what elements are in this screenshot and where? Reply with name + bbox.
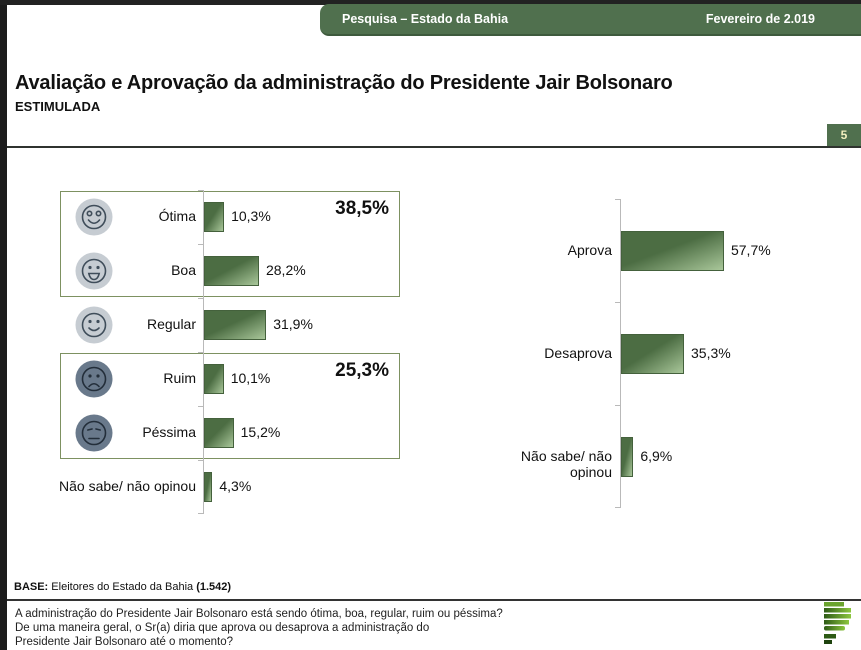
group-box: 25,3%	[60, 353, 400, 459]
axis-tick	[615, 199, 620, 200]
axis-tick	[198, 352, 203, 353]
title-divider	[7, 146, 861, 148]
axis-tick	[615, 302, 620, 303]
face-icon-holder	[75, 198, 113, 236]
happy-face-icon	[75, 252, 113, 290]
approval-bar-chart: Aprova 57,7% Desaprova 35,3% Não sabe/ não o…	[480, 199, 850, 514]
axis-tick	[198, 460, 203, 461]
header-bar: Pesquisa – Estado da Bahia Fevereiro de …	[320, 4, 861, 36]
value-label: 10,1%	[230, 370, 271, 386]
left-border-bar	[0, 0, 7, 650]
value-label: 4,3%	[219, 478, 252, 494]
category-label: Não sabe/ não opinou	[59, 478, 196, 494]
category-label: Aprova	[567, 241, 612, 258]
bar	[621, 333, 684, 374]
category-label: Ruim	[163, 370, 196, 386]
category-axis-line	[620, 199, 621, 508]
category-label: Péssima	[142, 424, 196, 440]
value-label: 31,9%	[273, 316, 313, 332]
base-text: Eleitores do Estado da Bahia	[48, 581, 197, 593]
bar	[204, 418, 234, 448]
footer-divider	[7, 599, 861, 601]
value-label: 35,3%	[691, 344, 731, 361]
evaluation-bar-chart: 38,5% 25,3% Ótima 10,3% Boa 28,2% Regular 31…	[55, 190, 425, 520]
bar	[204, 472, 213, 502]
page-number-badge: 5	[827, 124, 861, 146]
axis-tick	[198, 298, 203, 299]
face-icon-holder	[75, 414, 113, 452]
value-label: 15,2%	[240, 424, 281, 440]
very-happy-face-icon	[75, 198, 113, 236]
category-axis-line	[203, 190, 204, 514]
category-label: Regular	[146, 316, 196, 332]
page-subtitle: ESTIMULADA	[15, 99, 101, 114]
bar	[621, 230, 724, 271]
value-label: 28,2%	[265, 262, 306, 278]
group-total-label: 25,3%	[335, 360, 389, 381]
page-title: Avaliação e Aprovação da administração d…	[15, 72, 673, 94]
question-line: A administração do Presidente Jair Bolso…	[15, 608, 503, 620]
axis-tick	[198, 190, 203, 191]
smile-face-icon	[75, 306, 113, 344]
face-icon-holder	[75, 252, 113, 290]
bar	[621, 436, 634, 477]
category-label: Ótima	[158, 208, 196, 224]
sad-face-icon	[75, 360, 113, 398]
axis-tick	[198, 244, 203, 245]
bar	[204, 256, 259, 286]
face-icon-holder	[75, 306, 113, 344]
category-label: Boa	[171, 262, 196, 278]
value-label: 6,9%	[640, 447, 673, 464]
question-text: A administração do Presidente Jair Bolso…	[15, 607, 503, 649]
question-line: De uma maneira geral, o Sr(a) diria que …	[15, 622, 430, 634]
group-total-label: 38,5%	[335, 198, 389, 219]
axis-tick	[615, 405, 620, 406]
category-label: Não sabe/ não opinou	[520, 447, 612, 480]
pollster-logo-icon	[824, 602, 851, 644]
group-box: 38,5%	[60, 191, 400, 297]
bar	[204, 364, 224, 394]
question-line: Presidente Jair Bolsonaro até o momento?	[15, 636, 233, 648]
axis-tick	[615, 507, 620, 508]
top-border-strip	[0, 0, 861, 5]
annoyed-face-icon	[75, 414, 113, 452]
axis-tick	[198, 406, 203, 407]
category-label: Desaprova	[544, 344, 612, 361]
value-label: 57,7%	[730, 241, 771, 258]
header-date: Fevereiro de 2.019	[705, 12, 815, 26]
header-survey-title: Pesquisa – Estado da Bahia	[342, 12, 509, 26]
value-label: 10,3%	[231, 208, 271, 224]
bar	[204, 202, 225, 232]
base-count: (1.542)	[196, 581, 232, 593]
axis-tick	[198, 513, 203, 514]
face-icon-holder	[75, 360, 113, 398]
base-note: BASE: Eleitores do Estado da Bahia (1.54…	[14, 581, 231, 593]
base-label: BASE:	[14, 581, 49, 593]
bar	[204, 310, 267, 340]
